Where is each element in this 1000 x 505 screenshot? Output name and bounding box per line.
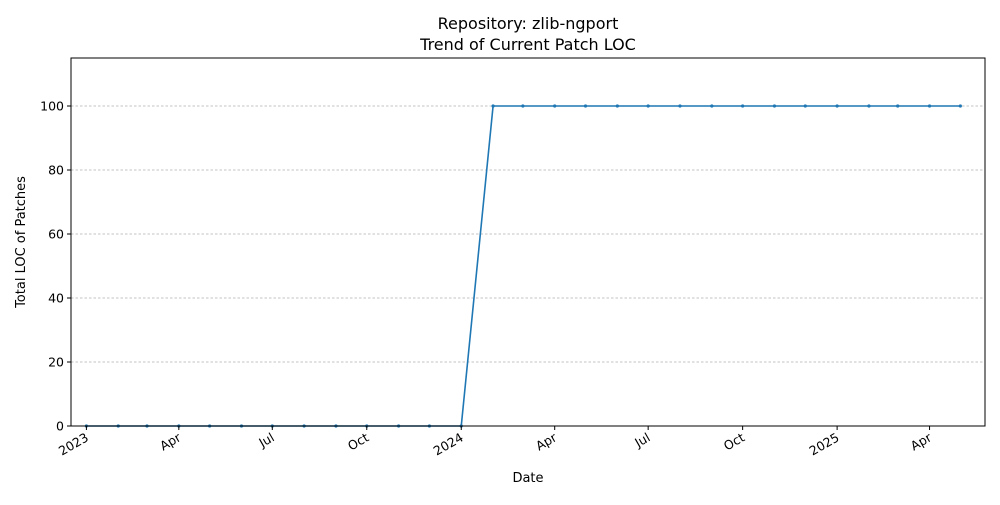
x-tick-label: 2024 <box>431 430 466 459</box>
data-point <box>835 104 839 108</box>
chart-subtitle: Trend of Current Patch LOC <box>419 35 636 54</box>
gridlines <box>71 105 985 427</box>
data-point <box>958 104 962 108</box>
x-tick-label: Jul <box>631 430 652 451</box>
y-tick-label: 0 <box>56 419 64 434</box>
plot-frame <box>70 57 986 427</box>
x-tick-label: Oct <box>345 430 371 454</box>
y-tick-label: 60 <box>48 227 64 242</box>
y-tick-label: 80 <box>48 163 64 178</box>
data-point <box>521 104 525 108</box>
x-tick-label: Jul <box>255 430 276 451</box>
data-point <box>553 104 557 108</box>
y-tick-label: 40 <box>48 291 64 306</box>
y-axis-label: Total LOC of Patches <box>14 176 29 309</box>
data-point <box>896 104 900 108</box>
data-point <box>491 104 495 108</box>
data-point <box>646 104 650 108</box>
data-point <box>772 104 777 108</box>
data-point <box>927 104 932 108</box>
data-point <box>678 104 682 108</box>
chart-title: Repository: zlib-ngport <box>438 14 619 33</box>
series-line <box>86 105 961 427</box>
data-point <box>583 104 588 108</box>
x-tick-label: Oct <box>721 430 747 454</box>
x-tick-label: 2023 <box>56 430 91 459</box>
y-tick-label: 100 <box>40 99 64 114</box>
x-tick-label: Apr <box>908 429 935 453</box>
x-tick-label: Apr <box>533 429 560 453</box>
y-axis: 0 20 40 60 80 100 <box>40 99 71 434</box>
series-group <box>84 104 962 428</box>
data-point <box>803 104 807 108</box>
y-tick-label: 20 <box>48 355 64 370</box>
x-tick-label: Apr <box>157 429 184 453</box>
data-point <box>741 104 745 108</box>
data-point <box>710 104 714 108</box>
x-axis-label: Date <box>512 471 543 486</box>
data-point <box>615 104 619 108</box>
x-tick-label: 2025 <box>807 430 842 459</box>
data-point <box>867 104 871 108</box>
x-axis: 2023 Apr Jul Oct 2024 Apr Jul Oct 2025 Apr <box>56 426 935 459</box>
